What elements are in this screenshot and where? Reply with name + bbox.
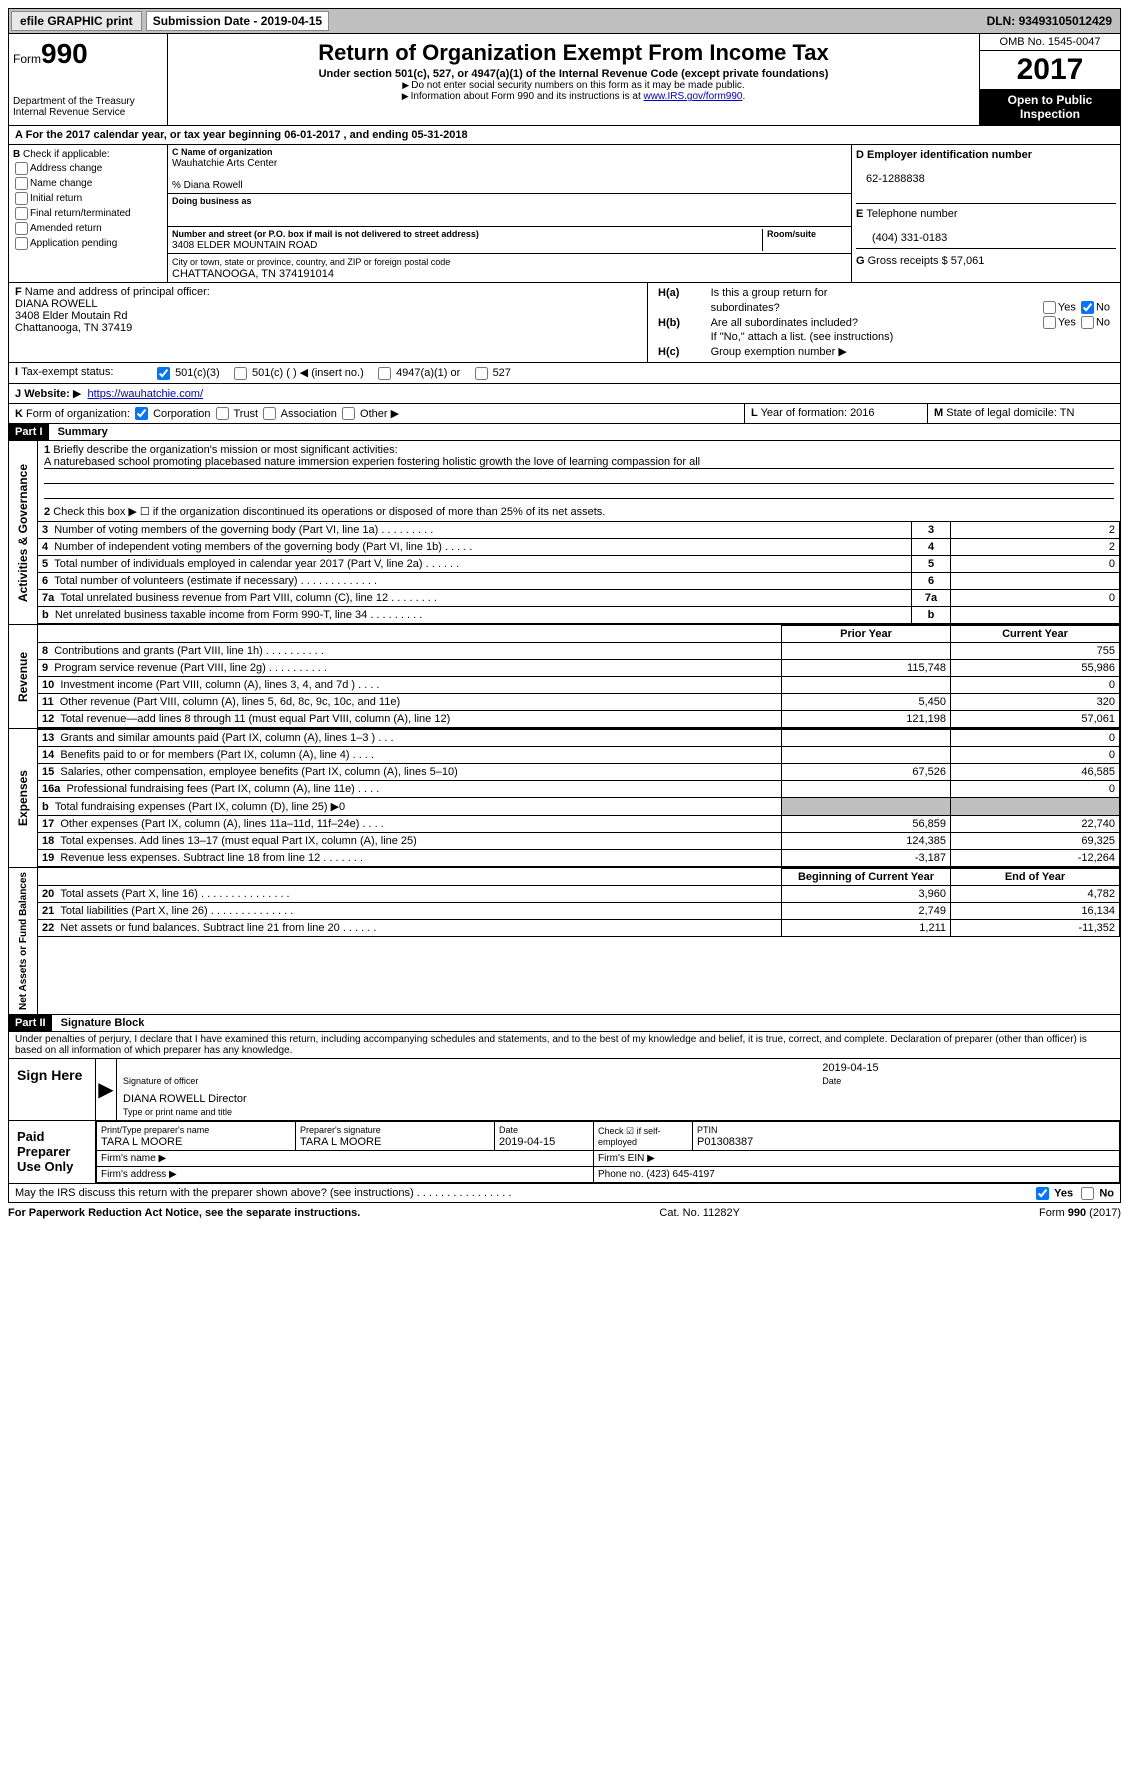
governance-table: 3 Number of voting members of the govern…: [38, 521, 1120, 624]
header-left: Form990 Department of the Treasury Inter…: [9, 34, 168, 125]
expenses-section: Expenses 13 Grants and similar amounts p…: [8, 729, 1121, 868]
governance-section: Activities & Governance 1 Briefly descri…: [8, 441, 1121, 625]
section-deg: D Employer identification number62-12888…: [851, 145, 1120, 282]
revenue-section: Revenue Prior YearCurrent Year 8 Contrib…: [8, 625, 1121, 729]
year-formation: 2016: [850, 407, 874, 419]
chk-trust[interactable]: [216, 407, 229, 420]
form-header: Form990 Department of the Treasury Inter…: [8, 34, 1121, 126]
self-employed-check: Check ☑ if self-employed: [594, 1122, 693, 1151]
preparer-phone: (423) 645-4197: [646, 1169, 714, 1180]
part1-header: Part I Summary: [8, 424, 1121, 441]
chk-other[interactable]: [342, 407, 355, 420]
chk-corporation[interactable]: [135, 407, 148, 420]
expenses-table: 13 Grants and similar amounts paid (Part…: [38, 729, 1120, 867]
form-subtitle: Under section 501(c), 527, or 4947(a)(1)…: [172, 68, 975, 80]
form-title: Return of Organization Exempt From Incom…: [172, 40, 975, 66]
discuss-row: May the IRS discuss this return with the…: [8, 1184, 1121, 1203]
chk-527[interactable]: [475, 367, 488, 380]
revenue-table: Prior YearCurrent Year 8 Contributions a…: [38, 625, 1120, 728]
chk-amended-return[interactable]: Amended return: [13, 222, 163, 235]
state-domicile: TN: [1060, 407, 1075, 419]
section-f: F Name and address of principal officer:…: [9, 283, 648, 362]
netassets-section: Net Assets or Fund Balances Beginning of…: [8, 868, 1121, 1015]
preparer-name: TARA L MOORE: [101, 1136, 182, 1148]
chk-501c3[interactable]: [157, 367, 170, 380]
chk-4947[interactable]: [378, 367, 391, 380]
org-name: Wauhatchie Arts Center: [172, 158, 277, 169]
section-a: A For the 2017 calendar year, or tax yea…: [8, 126, 1121, 145]
sign-here-block: Sign Here ▶ 2019-04-15 Signature of offi…: [8, 1059, 1121, 1121]
mission-text: A naturebased school promoting placebase…: [44, 456, 1114, 469]
discuss-yes[interactable]: [1036, 1187, 1049, 1200]
efile-print-button[interactable]: efile GRAPHIC print: [11, 11, 142, 31]
dln: DLN: 93493105012429: [979, 12, 1120, 30]
netassets-table: Beginning of Current YearEnd of Year 20 …: [38, 868, 1120, 937]
ein: 62-1288838: [856, 173, 925, 185]
sign-date: 2019-04-15: [818, 1061, 1118, 1075]
top-bar: efile GRAPHIC print Submission Date - 20…: [8, 8, 1121, 34]
gross-receipts: 57,061: [951, 255, 985, 267]
org-city: CHATTANOOGA, TN 374191014: [172, 268, 334, 280]
form-version: Form 990 (2017): [1039, 1207, 1121, 1219]
section-klm: K Form of organization: Corporation Trus…: [8, 404, 1121, 425]
phone: (404) 331-0183: [856, 232, 947, 244]
irs-link[interactable]: www.IRS.gov/form990: [644, 91, 743, 102]
chk-initial-return[interactable]: Initial return: [13, 192, 163, 205]
section-fh: F Name and address of principal officer:…: [8, 283, 1121, 363]
dept-treasury: Department of the Treasury: [13, 96, 163, 107]
open-inspection: Open to Public Inspection: [980, 89, 1120, 125]
discuss-no[interactable]: [1081, 1187, 1094, 1200]
section-j: J Website: ▶ https://wauhatchie.com/: [8, 384, 1121, 404]
section-i: I Tax-exempt status: 501(c)(3) 501(c) ( …: [8, 363, 1121, 384]
officer-name: DIANA ROWELL: [15, 298, 98, 310]
page-footer: For Paperwork Reduction Act Notice, see …: [8, 1203, 1121, 1223]
website-link[interactable]: https://wauhatchie.com/: [87, 388, 203, 400]
header-right: OMB No. 1545-0047 2017 Open to Public In…: [979, 34, 1120, 125]
tax-year: 2017: [980, 51, 1120, 89]
section-b: B Check if applicable: Address change Na…: [9, 145, 168, 282]
header-mid: Return of Organization Exempt From Incom…: [168, 34, 979, 125]
paid-preparer-block: Paid Preparer Use Only Print/Type prepar…: [8, 1121, 1121, 1184]
section-c: C Name of organizationWauhatchie Arts Ce…: [168, 145, 851, 282]
chk-application-pending[interactable]: Application pending: [13, 237, 163, 250]
chk-name-change[interactable]: Name change: [13, 177, 163, 190]
perjury-statement: Under penalties of perjury, I declare th…: [8, 1032, 1121, 1059]
officer-name-title: DIANA ROWELL Director: [119, 1087, 1118, 1106]
chk-501c[interactable]: [234, 367, 247, 380]
chk-association[interactable]: [263, 407, 276, 420]
section-bcd: B Check if applicable: Address change Na…: [8, 145, 1121, 283]
section-h: H(a)Is this a group return for subordina…: [648, 283, 1120, 362]
org-street: 3408 ELDER MOUNTAIN ROAD: [172, 240, 317, 251]
hb-yes[interactable]: [1043, 316, 1056, 329]
ha-no[interactable]: [1081, 301, 1094, 314]
chk-address-change[interactable]: Address change: [13, 162, 163, 175]
irs-label: Internal Revenue Service: [13, 107, 163, 118]
sign-arrow-icon: ▶: [96, 1059, 117, 1120]
ha-yes[interactable]: [1043, 301, 1056, 314]
ptin: P01308387: [697, 1136, 753, 1148]
chk-final-return[interactable]: Final return/terminated: [13, 207, 163, 220]
hb-no[interactable]: [1081, 316, 1094, 329]
part2-header: Part II Signature Block: [8, 1015, 1121, 1032]
omb-number: OMB No. 1545-0047: [980, 34, 1120, 51]
submission-date: Submission Date - 2019-04-15: [146, 11, 329, 31]
